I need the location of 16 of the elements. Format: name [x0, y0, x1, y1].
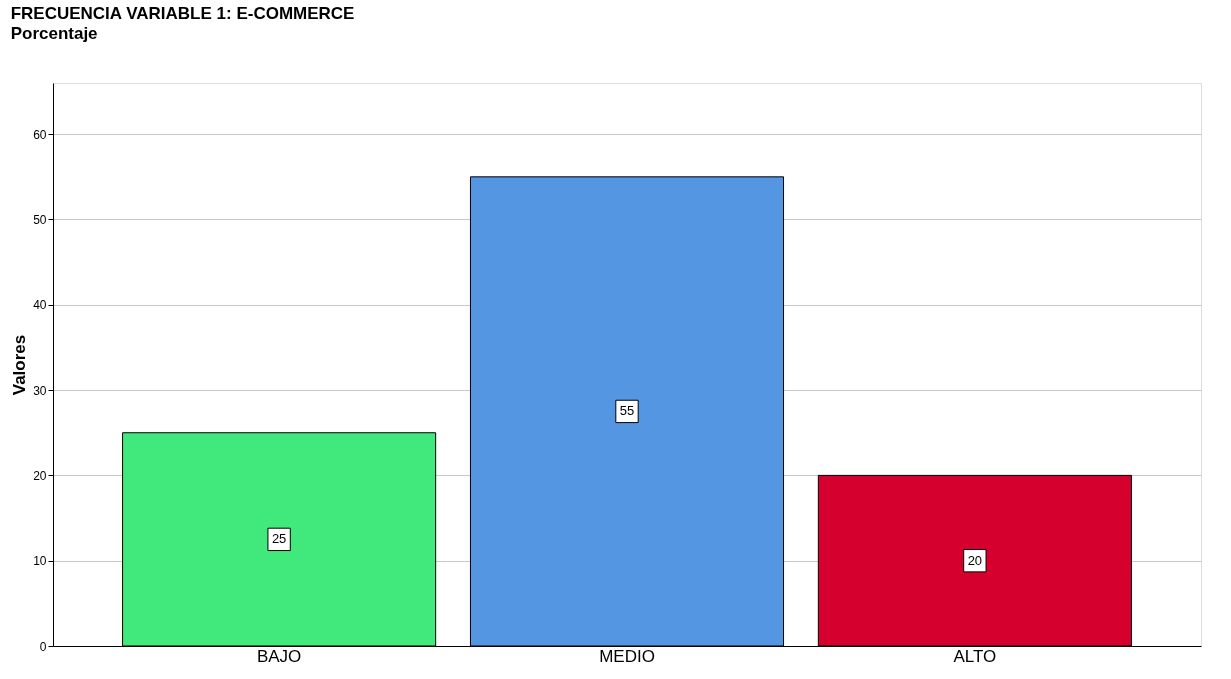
y-tick-label: 60	[33, 127, 47, 142]
chart-title: FRECUENCIA VARIABLE 1: E-COMMERCE	[10, 4, 355, 23]
data-label: 25	[271, 531, 287, 547]
x-tick-label: ALTO	[953, 646, 997, 666]
x-tick-label: MEDIO	[599, 646, 655, 666]
chart-subtitle: Porcentaje	[10, 24, 98, 43]
data-label: 55	[619, 403, 635, 419]
y-tick-label: 50	[33, 212, 47, 227]
y-axis-title: Valores	[10, 334, 30, 396]
data-label: 20	[967, 552, 983, 568]
y-tick-label: 40	[33, 298, 47, 313]
y-tick-label: 30	[33, 383, 47, 398]
y-tick-label: 0	[39, 639, 47, 654]
y-tick-label: 20	[33, 468, 47, 483]
y-tick-label: 10	[33, 554, 47, 569]
x-tick-label: BAJO	[256, 646, 302, 666]
